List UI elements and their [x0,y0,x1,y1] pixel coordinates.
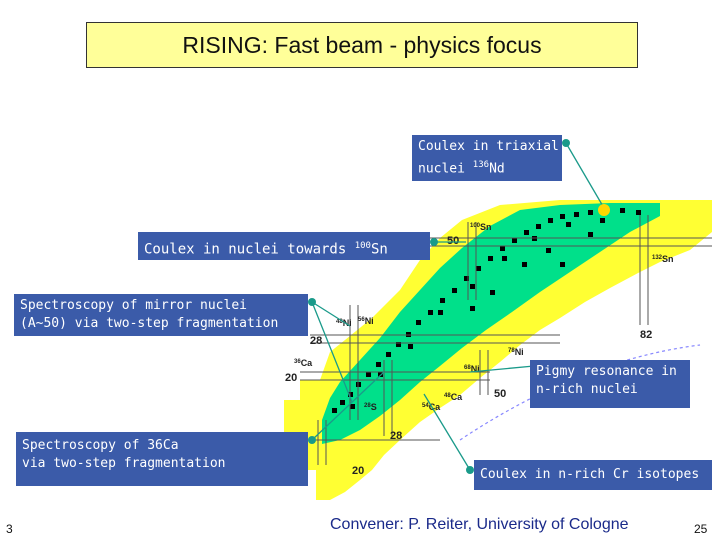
nuclide-ni78: 78Ni [508,347,524,357]
label-sn-prefix: Coulex in nuclei towards [144,241,355,258]
connector-lines [311,142,605,471]
label-ca36-line1: Spectroscopy of 36Ca [22,438,179,453]
label-ca36-line2: via two-step fragmentation [22,456,226,471]
drip-line [459,344,701,441]
label-coulex-cr: Coulex in n-rich Cr isotopes [474,460,712,490]
nuclide-ni68: 68Ni [464,364,480,374]
nuclide-ca36: 36Ca [294,358,313,368]
nuclide-ni48: 48Ni [336,318,352,328]
magic-label-28-bottom: 28 [390,430,402,442]
label-pigmy-line1: Pigmy resonance in [536,364,677,379]
magic-label-50: 50 [447,235,459,247]
magic-label-20: 20 [285,372,297,384]
nuclide-ca54: 54Ca [422,402,441,412]
nd136-marker [598,204,610,216]
magic-number-lines [300,215,712,465]
label-sn-mass: 100 [354,241,371,251]
nuclide-s28: 28S [364,402,377,412]
footer-convener: Convener: P. Reiter, University of Colog… [330,516,629,533]
label-mirror-nuclei: Spectroscopy of mirror nuclei (A~50) via… [14,294,308,336]
label-coulex-sn: Coulex in nuclei towards 100Sn [138,232,430,260]
label-pigmy-line2: n-rich nuclei [536,382,638,397]
magic-label-28: 28 [310,335,322,347]
label-triaxial-line2: nuclei 136Nd [418,156,556,178]
stable-valley [322,203,660,444]
magic-label-50-bottom: 50 [494,388,506,400]
unstable-region [284,200,712,500]
label-mirror-line1: Spectroscopy of mirror nuclei [20,298,247,313]
title-banner: RISING: Fast beam - physics focus [86,22,638,68]
nuclide-ca48: 48Ca [444,392,463,402]
nuclide-sn132: 132Sn [652,254,674,264]
label-triaxial-prefix: nuclei [418,161,473,177]
nuclide-ni56: 56Ni [358,316,374,326]
label-pigmy-resonance: Pigmy resonance in n-rich nuclei [530,360,690,408]
label-cr-text: Coulex in n-rich Cr isotopes [480,467,700,482]
page-number-right: 25 [694,522,708,536]
label-coulex-triaxial: Coulex in triaxial nuclei 136Nd [412,135,562,182]
nuclide-sn100: 100Sn [470,222,492,232]
label-ca36-spectroscopy: Spectroscopy of 36Ca via two-step fragme… [16,432,308,486]
page-title: RISING: Fast beam - physics focus [182,31,542,58]
label-triaxial-mass: 136 [472,160,490,170]
label-triaxial-elem: Nd [489,161,505,177]
label-sn-elem: Sn [370,241,388,258]
page-number-left: 3 [6,522,13,536]
label-triaxial-line1: Coulex in triaxial [418,139,559,154]
magic-label-20-bottom: 20 [352,465,364,477]
label-mirror-line2: (A~50) via two-step fragmentation [20,316,279,331]
magic-label-82: 82 [640,329,652,341]
